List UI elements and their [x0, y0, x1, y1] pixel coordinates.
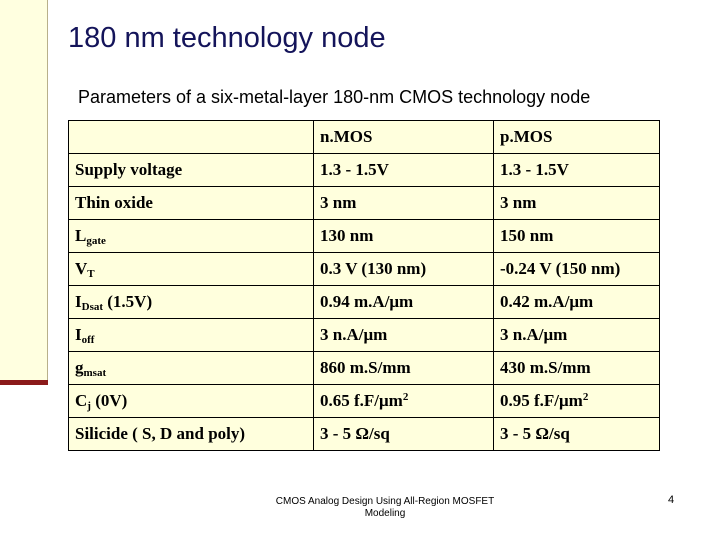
parameter-cell: Supply voltage [68, 153, 314, 187]
cell-text: 130 nm [320, 226, 374, 245]
cell-text: 150 nm [500, 226, 554, 245]
cell-text: C [75, 390, 88, 410]
header-cell [68, 120, 314, 154]
value-cell: 3 n.A/μm [493, 318, 660, 352]
value-cell: 3 - 5 Ω/sq [313, 417, 494, 451]
value-cell: 3 - 5 Ω/sq [493, 417, 660, 451]
superscript: 2 [582, 391, 589, 403]
cell-text: I [75, 324, 82, 344]
parameter-cell: VT [68, 252, 314, 286]
parameter-cell: Ioff [68, 318, 314, 352]
parameter-cell: gmsat [68, 351, 314, 385]
cell-text: Thin oxide [75, 193, 153, 212]
value-cell: 3 nm [493, 186, 660, 220]
subscript: off [81, 333, 95, 346]
cell-text: 1.3 - 1.5V [500, 160, 569, 179]
cell-text: Silicide ( S, D and poly) [75, 424, 246, 443]
table-body: Supply voltage 1.3 - 1.5V 1.3 - 1.5V Thin o… [68, 153, 660, 451]
cell-text: V [75, 258, 88, 278]
subscript: msat [83, 366, 107, 379]
table-row: VT 0.3 V (130 nm) -0.24 V (150 nm) [68, 252, 660, 286]
cell-text-after: (1.5V) [103, 291, 153, 311]
value-cell: 430 m.S/mm [493, 351, 660, 385]
cell-text: I [75, 291, 82, 311]
superscript: 2 [402, 391, 409, 403]
table-row: Silicide ( S, D and poly) 3 - 5 Ω/sq 3 - 5… [68, 417, 660, 451]
subtitle: Parameters of a six-metal-layer 180-nm C… [78, 87, 591, 107]
value-cell: 3 nm [313, 186, 494, 220]
side-panel [0, 0, 48, 380]
cell-text: 860 m.S/mm [320, 358, 411, 377]
subscript: j [87, 399, 91, 412]
cell-text: 0.94 m.A/μm [320, 292, 414, 311]
table-row: Ioff 3 n.A/μm 3 n.A/μm [68, 318, 660, 352]
table-row: gmsat 860 m.S/mm 430 m.S/mm [68, 351, 660, 385]
footer: CMOS Analog Design Using All-Region MOSF… [275, 496, 495, 519]
cell-text: 0.65 f.F/μm [320, 391, 403, 410]
cell-text: 0.3 V (130 nm) [320, 259, 427, 278]
cell-text: 3 - 5 Ω/sq [320, 424, 390, 443]
header-cell: p.MOS [493, 120, 660, 154]
title: 180 nm technology node [68, 22, 386, 54]
value-cell: 150 nm [493, 219, 660, 253]
cell-text: 3 n.A/μm [320, 325, 388, 344]
subscript: Dsat [81, 300, 104, 313]
parameter-cell: Thin oxide [68, 186, 314, 220]
parameter-table: n.MOS p.MOS Supply voltage 1.3 - 1.5V 1.3 -… [68, 120, 660, 451]
subscript: gate [86, 234, 106, 247]
table-row: Lgate 130 nm 150 nm [68, 219, 660, 253]
cell-text: -0.24 V (150 nm) [500, 259, 621, 278]
value-cell: 0.42 m.A/μm [493, 285, 660, 319]
value-cell: 0.3 V (130 nm) [313, 252, 494, 286]
cell-text-after: (0V) [90, 390, 128, 410]
side-bar [0, 380, 48, 385]
subscript: T [87, 267, 95, 280]
cell-text: 3 nm [320, 193, 357, 212]
value-cell: 1.3 - 1.5V [313, 153, 494, 187]
parameter-cell: Cj (0V) [68, 384, 314, 418]
parameter-cell: IDsat (1.5V) [68, 285, 314, 319]
value-cell: 3 n.A/μm [313, 318, 494, 352]
value-cell: 130 nm [313, 219, 494, 253]
cell-text: 3 - 5 Ω/sq [500, 424, 570, 443]
cell-text: 0.95 f.F/μm [500, 391, 583, 410]
value-cell: 860 m.S/mm [313, 351, 494, 385]
table-row: Supply voltage 1.3 - 1.5V 1.3 - 1.5V [68, 153, 660, 187]
header-row: n.MOS p.MOS [68, 120, 660, 154]
cell-text: 430 m.S/mm [500, 358, 591, 377]
parameter-cell: Silicide ( S, D and poly) [68, 417, 314, 451]
cell-text: Supply voltage [75, 160, 183, 179]
table-row: IDsat (1.5V) 0.94 m.A/μm 0.42 m.A/μm [68, 285, 660, 319]
cell-text: g [75, 357, 84, 377]
cell-text: 1.3 - 1.5V [320, 160, 389, 179]
value-cell: 0.94 m.A/μm [313, 285, 494, 319]
page-number: 4 [668, 494, 675, 506]
value-cell: 0.65 f.F/μm2 [313, 384, 494, 418]
cell-text: 3 nm [500, 193, 537, 212]
cell-text: L [75, 225, 87, 245]
cell-text: 3 n.A/μm [500, 325, 568, 344]
table-row: Cj (0V) 0.65 f.F/μm2 0.95 f.F/μm2 [68, 384, 660, 418]
value-cell: 1.3 - 1.5V [493, 153, 660, 187]
value-cell: 0.95 f.F/μm2 [493, 384, 660, 418]
parameter-cell: Lgate [68, 219, 314, 253]
value-cell: -0.24 V (150 nm) [493, 252, 660, 286]
table-row: Thin oxide 3 nm 3 nm [68, 186, 660, 220]
header-cell: n.MOS [313, 120, 494, 154]
cell-text: 0.42 m.A/μm [500, 292, 594, 311]
